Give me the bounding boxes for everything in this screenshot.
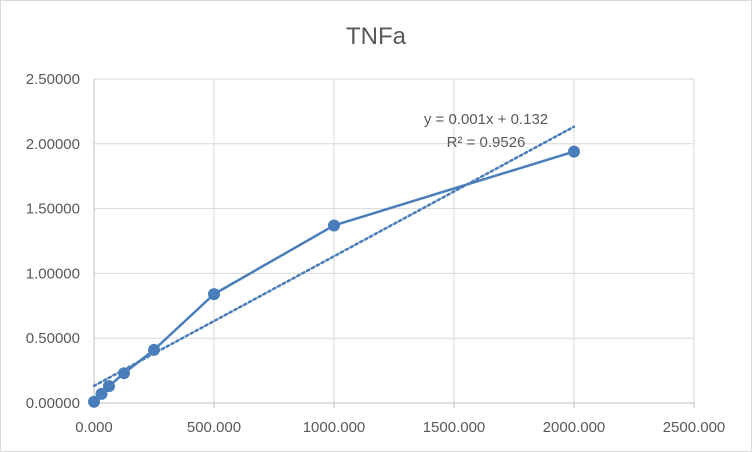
trendline-r-squared: R² = 0.9526 [447, 134, 526, 151]
trendline-equation: y = 0.001x + 0.132 [424, 111, 548, 128]
x-tick-label: 0.000 [75, 419, 113, 436]
y-tick-label: 1.50000 [26, 201, 80, 218]
data-point [95, 387, 108, 400]
x-tick-label: 500.000 [187, 419, 241, 436]
data-point [148, 343, 160, 356]
x-tick-label: 2000.000 [543, 419, 606, 436]
x-tick-labels: 0.000 500.000 1000.000 1500.000 2000.000 2500… [75, 419, 725, 436]
trendline-group [92, 125, 576, 388]
x-tick-label: 2500.000 [663, 419, 726, 436]
x-tick-label: 1500.000 [423, 419, 486, 436]
y-tick-label: 2.00000 [26, 136, 80, 153]
data-point [88, 395, 100, 408]
data-point [568, 145, 580, 158]
trendline [92, 125, 576, 388]
trendline-labels: y = 0.001x + 0.132 R² = 0.9526 [424, 111, 548, 151]
chart-title: TNFa [346, 23, 406, 50]
y-tick-labels: 0.00000 0.50000 1.00000 1.50000 2.00000 2.500… [26, 71, 80, 412]
x-tick-label: 1000.000 [303, 419, 366, 436]
data-point [118, 367, 130, 380]
grid-lines [94, 78, 695, 403]
y-tick-label: 0.00000 [26, 395, 80, 412]
y-tick-label: 1.00000 [26, 265, 80, 282]
y-tick-label: 2.50000 [26, 71, 80, 88]
data-point [103, 380, 115, 393]
axes [93, 79, 695, 408]
y-tick-label: 0.50000 [26, 330, 80, 347]
series-group [88, 145, 580, 408]
data-point [328, 219, 340, 232]
data-point [208, 288, 220, 301]
